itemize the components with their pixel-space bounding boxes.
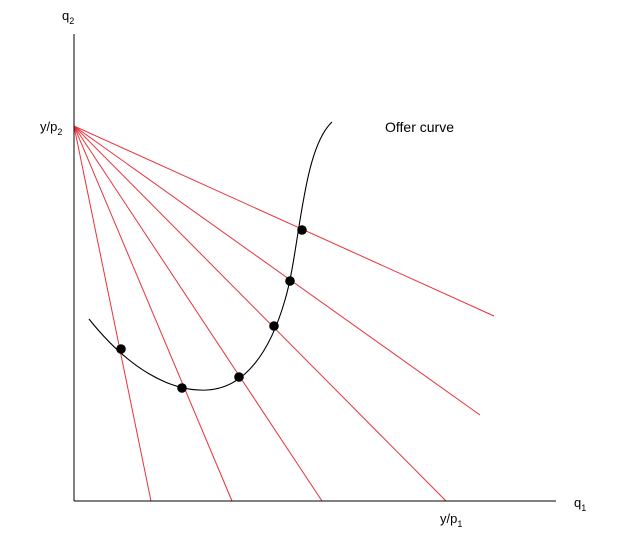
y-intercept-label: y/p2 xyxy=(40,119,62,137)
tangency-point-6 xyxy=(297,225,307,235)
offer-curve xyxy=(88,121,333,391)
budget-line-1 xyxy=(73,125,152,502)
budget-lines xyxy=(73,125,495,502)
budget-line-4 xyxy=(73,125,447,502)
x-axis-label: q1 xyxy=(574,495,586,513)
tangency-points xyxy=(116,225,307,393)
tangency-point-4 xyxy=(269,321,279,331)
x-intercept-label: y/p1 xyxy=(440,511,462,529)
budget-line-6 xyxy=(73,125,495,317)
tangency-point-3 xyxy=(234,372,244,382)
budget-line-5 xyxy=(73,125,481,416)
y-axis-label: q2 xyxy=(62,8,74,26)
axes xyxy=(73,34,556,502)
tangency-point-1 xyxy=(116,344,126,354)
budget-line-2 xyxy=(73,125,233,502)
offer-curve-label: Offer curve xyxy=(385,119,454,135)
tangency-point-2 xyxy=(177,383,187,393)
budget-line-3 xyxy=(73,125,323,502)
tangency-point-5 xyxy=(285,276,295,286)
